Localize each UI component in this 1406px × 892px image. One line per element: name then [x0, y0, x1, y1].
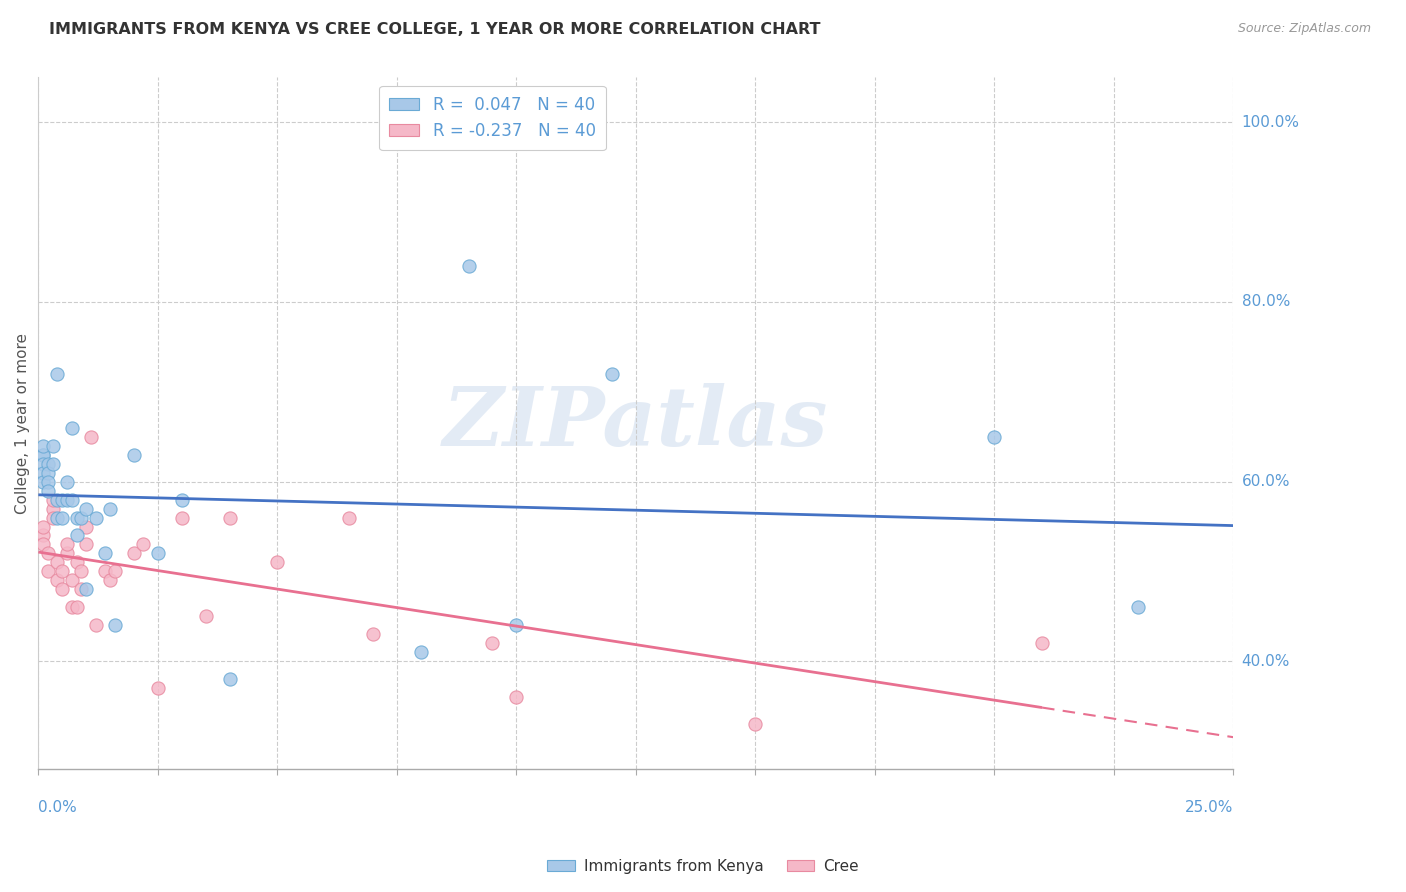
Point	[46, 367, 69, 381]
Text: ZIPatlas: ZIPatlas	[443, 384, 828, 463]
Point	[60, 574, 83, 588]
Point	[170, 492, 193, 507]
Point	[146, 546, 169, 560]
Point	[37, 546, 59, 560]
Point	[337, 510, 360, 524]
Point	[46, 510, 69, 524]
Point	[75, 582, 97, 597]
Point	[122, 448, 145, 462]
Point	[56, 546, 79, 560]
Point	[51, 565, 73, 579]
Point	[94, 546, 117, 560]
Point	[70, 510, 93, 524]
Point	[1126, 600, 1149, 615]
Point	[104, 565, 127, 579]
Point	[37, 466, 59, 480]
Point	[32, 448, 55, 462]
Point	[170, 510, 193, 524]
Text: 80.0%: 80.0%	[1241, 294, 1289, 310]
Point	[457, 259, 479, 273]
Point	[56, 492, 79, 507]
Point	[60, 600, 83, 615]
Text: 25.0%: 25.0%	[1185, 799, 1233, 814]
Point	[56, 537, 79, 551]
Point	[122, 546, 145, 560]
Point	[37, 565, 59, 579]
Point	[70, 565, 93, 579]
Point	[37, 457, 59, 471]
Text: 40.0%: 40.0%	[1241, 654, 1289, 669]
Point	[60, 492, 83, 507]
Point	[46, 556, 69, 570]
Y-axis label: College, 1 year or more: College, 1 year or more	[15, 333, 30, 514]
Point	[75, 537, 97, 551]
Point	[41, 501, 63, 516]
Point	[84, 618, 107, 632]
Point	[98, 501, 121, 516]
Point	[98, 574, 121, 588]
Text: 0.0%: 0.0%	[38, 799, 77, 814]
Point	[32, 439, 55, 453]
Point	[65, 510, 87, 524]
Point	[104, 618, 127, 632]
Point	[75, 501, 97, 516]
Point	[32, 537, 55, 551]
Point	[194, 609, 217, 624]
Point	[481, 636, 503, 650]
Point	[65, 600, 87, 615]
Point	[266, 556, 288, 570]
Point	[80, 430, 103, 444]
Text: 60.0%: 60.0%	[1241, 475, 1291, 489]
Point	[75, 519, 97, 533]
Point	[60, 420, 83, 434]
Point	[218, 672, 240, 686]
Point	[41, 457, 63, 471]
Point	[56, 475, 79, 489]
Point	[41, 439, 63, 453]
Point	[132, 537, 155, 551]
Point	[32, 457, 55, 471]
Point	[361, 627, 384, 641]
Point	[983, 430, 1005, 444]
Point	[505, 618, 527, 632]
Point	[51, 510, 73, 524]
Point	[41, 492, 63, 507]
Point	[65, 556, 87, 570]
Point	[505, 690, 527, 705]
Point	[46, 492, 69, 507]
Point	[65, 528, 87, 542]
Point	[37, 475, 59, 489]
Point	[218, 510, 240, 524]
Point	[32, 466, 55, 480]
Point	[51, 582, 73, 597]
Point	[32, 528, 55, 542]
Point	[70, 582, 93, 597]
Point	[41, 510, 63, 524]
Point	[1031, 636, 1053, 650]
Point	[46, 574, 69, 588]
Text: Source: ZipAtlas.com: Source: ZipAtlas.com	[1237, 22, 1371, 36]
Point	[94, 565, 117, 579]
Text: 100.0%: 100.0%	[1241, 115, 1299, 130]
Point	[409, 645, 432, 659]
Text: IMMIGRANTS FROM KENYA VS CREE COLLEGE, 1 YEAR OR MORE CORRELATION CHART: IMMIGRANTS FROM KENYA VS CREE COLLEGE, 1…	[49, 22, 821, 37]
Legend: R =  0.047   N = 40, R = -0.237   N = 40: R = 0.047 N = 40, R = -0.237 N = 40	[380, 86, 606, 150]
Point	[51, 492, 73, 507]
Point	[32, 448, 55, 462]
Point	[744, 717, 766, 731]
Legend: Immigrants from Kenya, Cree: Immigrants from Kenya, Cree	[541, 853, 865, 880]
Point	[146, 681, 169, 695]
Point	[32, 519, 55, 533]
Point	[32, 475, 55, 489]
Point	[84, 510, 107, 524]
Point	[600, 367, 623, 381]
Point	[37, 483, 59, 498]
